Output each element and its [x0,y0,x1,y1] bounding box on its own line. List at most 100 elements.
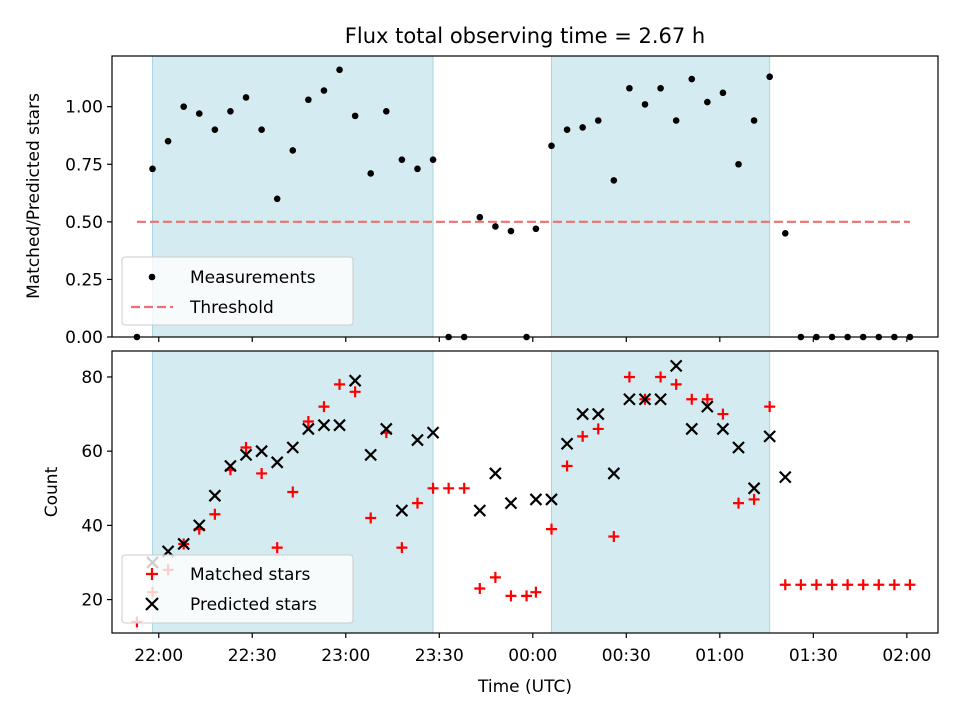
predicted-point [380,422,393,436]
x-tick-label: 22:30 [228,646,277,666]
matched-point [577,430,589,442]
measurement-point [492,223,499,230]
axes-frame [111,55,939,338]
matched-point [686,393,698,405]
matched-point [873,579,885,591]
legend-box [121,256,354,326]
matched-point [530,586,542,598]
predicted-point [763,430,776,443]
measurement-point [719,89,727,97]
x-tick-label: 00:30 [602,646,651,666]
y-tick-label: 60 [81,442,103,462]
matched-point [545,523,557,535]
predicted-point [208,489,222,502]
predicted-point [473,504,487,517]
predicted-point [778,470,792,484]
y-tick-label: 80 [81,368,103,388]
measurement-point [563,126,571,134]
x-tick-label: 22:00 [134,646,183,666]
matched-point [561,460,573,472]
matched-point [521,590,533,602]
measurement-point [476,213,484,221]
legend-top: Measurements Threshold [121,256,354,326]
predicted-point [255,444,268,458]
matched-point [810,579,822,591]
matched-point [623,371,635,383]
legend-label-matched: Matched stars [190,565,310,585]
y-tick-label: 0.00 [65,328,103,348]
predicted-point [654,392,667,406]
measurement-point [672,117,680,124]
measurement-point [657,84,664,92]
measurement-point [273,195,281,203]
predicted-point [747,482,761,495]
observing-window-2 [550,55,771,338]
predicted-point [333,418,346,432]
x-tick-label: 01:30 [789,646,838,666]
predicted-point [591,407,605,421]
predicted-point [239,448,253,462]
matched-point [302,416,314,427]
matched-point [701,393,713,405]
matched-point [396,542,408,554]
matched-point [857,579,869,591]
measurement-point [164,137,172,145]
legend-label-measurements: Measurements [190,268,316,288]
measurement-point [398,156,406,163]
predicted-point [364,448,377,462]
measurement-point [750,117,758,124]
predicted-point [348,374,362,387]
matched-point [655,371,667,383]
predicted-point [701,400,714,413]
x-tick-label: 02:00 [882,646,931,666]
measurement-point [227,107,234,115]
matched-point [271,542,283,554]
predicted-point [286,441,300,454]
observing-window-2 [550,350,771,634]
matched-point [764,401,776,413]
measurement-point [735,160,742,168]
matched-point [489,571,501,583]
predicted-point [623,392,636,406]
y-tick-label: 40 [81,516,103,536]
measurement-point [320,87,328,94]
x-axis-label: Time (UTC) [477,677,572,697]
matched-point [349,386,361,398]
measurement-point [211,126,219,134]
measurement-point [367,170,375,177]
matched-point [334,378,346,390]
x-tick-label: 23:30 [415,646,464,666]
matched-point [795,579,807,591]
predicted-point [224,459,237,473]
predicted-point [411,433,424,447]
matched-point [318,401,330,413]
measurement-point [414,165,421,173]
measurement-point [766,73,773,81]
predicted-point [395,504,409,517]
matched-point [592,423,604,435]
matched-point [888,579,900,591]
predicted-point [504,496,518,510]
measurement-point [429,156,437,163]
measurement-point [704,98,711,106]
measurement-point [289,147,297,154]
measurement-point [781,230,789,237]
measurement-point [195,110,203,117]
x-tick-label: 01:00 [695,646,744,666]
y-tick-label: 1.00 [65,98,103,118]
y-axis-label-bottom: Count [42,466,62,517]
predicted-point [560,437,574,451]
measurement-point [532,225,540,233]
measurement-point [579,124,586,131]
matched-point [240,441,252,453]
measurement-point [305,96,312,104]
legend-marker-measurements [148,273,156,281]
measurement-point [594,117,602,124]
matched-point [717,408,729,420]
y-tick-label: 0.50 [65,213,103,233]
matched-point [365,512,377,524]
predicted-point [638,392,652,406]
y-tick-label: 20 [81,591,103,611]
legend-bottom: Matched stars Predicted stars [121,554,354,624]
